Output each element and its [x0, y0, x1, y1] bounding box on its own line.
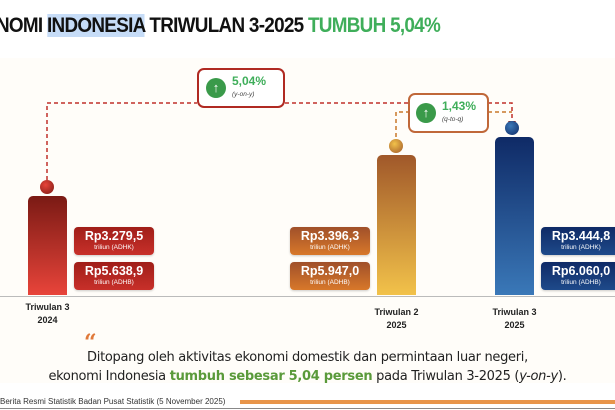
qtq-connector [395, 111, 512, 137]
value-text: Rp6.060,0 [551, 264, 611, 278]
bar-1 [28, 196, 67, 295]
x-axis-label: Triwulan 3 2024 [25, 302, 70, 325]
highlighted-text[interactable]: INDONESIA [47, 14, 146, 37]
footer-accent-line [240, 400, 615, 404]
arrow-up-circle-icon: ↑ [416, 103, 436, 123]
yoy-growth-box: ↑ 5,04% (y-on-y) [197, 68, 285, 108]
unit-text: triliun (ADHB) [94, 279, 134, 286]
value-text: Rp3.396,3 [300, 229, 360, 243]
value-label-adhk: Rp3.444,8 triliun (ADHK) [541, 227, 615, 255]
divider [0, 408, 615, 409]
value-label-adhb: Rp5.638,9 triliun (ADHB) [74, 262, 154, 290]
value-label-adhk: Rp3.279,5 triliun (ADHK) [74, 227, 154, 255]
quote-icon: “ [84, 330, 97, 356]
value-text: Rp3.444,8 [551, 229, 611, 243]
quote-line-1: Ditopang oleh aktivitas ekonomi domestik… [87, 350, 528, 365]
bar-3 [495, 137, 534, 295]
value-text: Rp5.947,0 [300, 264, 360, 278]
bar-2 [377, 154, 416, 295]
quote-line-2: ekonomi Indonesia tumbuh sebesar 5,04 pe… [48, 369, 567, 384]
unit-text: triliun (ADHB) [310, 279, 350, 286]
arrow-up-circle-icon: ↑ [206, 78, 226, 98]
footer-source: Berita Resmi Statistik Badan Pusat Stati… [0, 397, 226, 406]
value-label-adhb: Rp6.060,0 triliun (ADHB) [541, 262, 615, 290]
page-title: NOMI INDONESIA TRIWULAN 3-2025 TUMBUH 5,… [0, 14, 441, 37]
value-text: Rp3.279,5 [84, 229, 144, 243]
value-text: Rp5.638,9 [84, 264, 144, 278]
bar-marker-dot [505, 121, 519, 136]
x-axis-label: Triwulan 3 2025 [492, 307, 537, 330]
bar-marker-dot [389, 138, 403, 153]
unit-text: triliun (ADHK) [310, 244, 350, 251]
unit-text: triliun (ADHB) [561, 279, 601, 286]
value-label-adhb: Rp5.947,0 triliun (ADHB) [290, 262, 370, 290]
unit-text: triliun (ADHK) [94, 244, 134, 251]
yoy-connector [46, 102, 513, 180]
x-axis-label: Triwulan 2 2025 [374, 307, 419, 330]
value-label-adhk: Rp3.396,3 triliun (ADHK) [290, 227, 370, 255]
bar-marker-dot [40, 180, 54, 194]
qtq-growth-box: ↑ 1,43% (q-to-q) [408, 93, 489, 133]
unit-text: triliun (ADHK) [561, 244, 601, 251]
axis-baseline [0, 296, 615, 297]
